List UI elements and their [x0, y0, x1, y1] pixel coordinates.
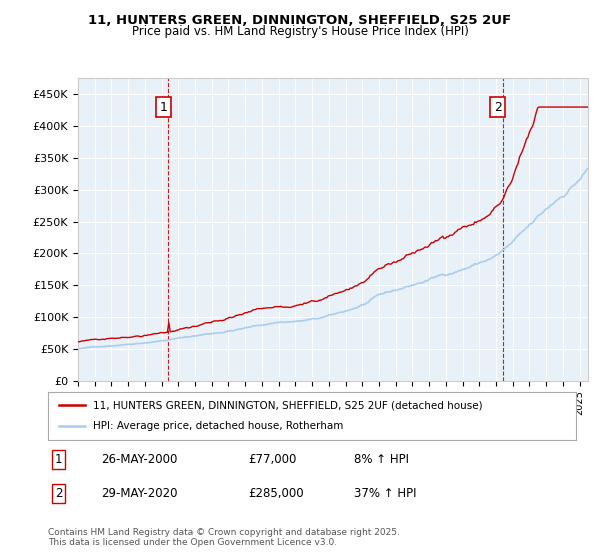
Text: 26-MAY-2000: 26-MAY-2000: [101, 453, 177, 466]
Text: Contains HM Land Registry data © Crown copyright and database right 2025.
This d: Contains HM Land Registry data © Crown c…: [48, 528, 400, 547]
Text: £77,000: £77,000: [248, 453, 297, 466]
Text: 8% ↑ HPI: 8% ↑ HPI: [354, 453, 409, 466]
Text: 11, HUNTERS GREEN, DINNINGTON, SHEFFIELD, S25 2UF (detached house): 11, HUNTERS GREEN, DINNINGTON, SHEFFIELD…: [93, 400, 482, 410]
Text: 2: 2: [55, 487, 62, 500]
Text: 1: 1: [55, 453, 62, 466]
Text: Price paid vs. HM Land Registry's House Price Index (HPI): Price paid vs. HM Land Registry's House …: [131, 25, 469, 38]
Text: 1: 1: [160, 101, 167, 114]
Text: £285,000: £285,000: [248, 487, 304, 500]
Text: 11, HUNTERS GREEN, DINNINGTON, SHEFFIELD, S25 2UF: 11, HUNTERS GREEN, DINNINGTON, SHEFFIELD…: [88, 14, 512, 27]
Text: 37% ↑ HPI: 37% ↑ HPI: [354, 487, 417, 500]
Text: 2: 2: [494, 101, 502, 114]
Text: 29-MAY-2020: 29-MAY-2020: [101, 487, 178, 500]
Text: HPI: Average price, detached house, Rotherham: HPI: Average price, detached house, Roth…: [93, 421, 343, 431]
